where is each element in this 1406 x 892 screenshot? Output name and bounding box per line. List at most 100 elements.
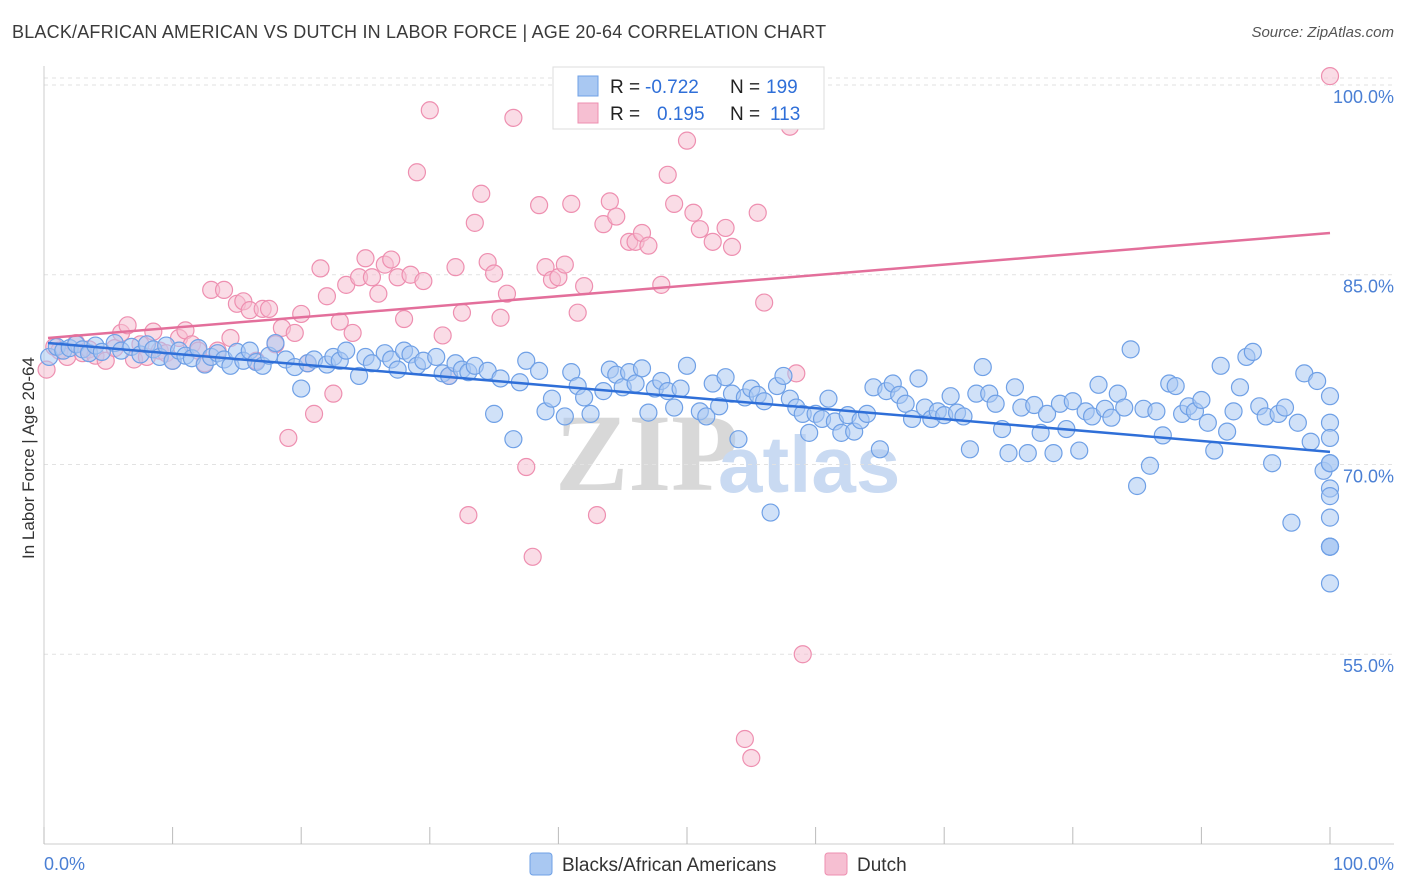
blacks-point-180 <box>1282 513 1301 532</box>
bottom-legend-dutch: Dutch <box>857 855 907 876</box>
x-tick-label-min: 0.0% <box>44 854 85 874</box>
dutch-point-79 <box>568 303 587 322</box>
dutch-point-96 <box>703 232 722 251</box>
legend-r-label-1: R = <box>610 77 640 98</box>
dutch-point-69 <box>497 284 517 303</box>
dutch-point-100 <box>742 748 761 768</box>
dutch-point-36 <box>279 428 298 448</box>
dutch-point-62 <box>452 303 472 322</box>
dutch-point-101 <box>748 203 767 222</box>
dutch-point-59 <box>433 326 452 345</box>
blacks-point-174 <box>1243 342 1262 361</box>
blacks-point-63 <box>504 430 523 449</box>
dutch-point-50 <box>369 284 388 303</box>
dutch-point-73 <box>530 196 549 215</box>
blacks-point-156 <box>1127 476 1147 496</box>
blacks-point-154 <box>1115 398 1134 417</box>
blacks-trend-line <box>47 341 1331 454</box>
dutch-point-89 <box>639 236 658 255</box>
bottom-legend-blacks: Blacks/African Americans <box>562 855 776 876</box>
blacks-point-192 <box>1320 454 1340 473</box>
dutch-point-83 <box>600 192 619 211</box>
blacks-point-169 <box>1211 356 1230 375</box>
legend-n-value-1: 199 <box>766 77 798 98</box>
blacks-point-121 <box>902 409 922 429</box>
blacks-point-197 <box>1320 428 1340 448</box>
dutch-point-108 <box>1320 67 1340 86</box>
blacks-point-186 <box>1320 387 1340 406</box>
legend-n-label-2: N = <box>730 104 760 125</box>
dutch-point-71 <box>517 457 536 477</box>
blacks-point-94 <box>729 430 748 449</box>
blacks-point-48 <box>388 360 407 379</box>
blacks-point-137 <box>1005 378 1025 397</box>
blacks-point-134 <box>986 394 1005 413</box>
dutch-point-91 <box>658 165 677 184</box>
blacks-point-155 <box>1121 340 1140 359</box>
legend-r-label-2: R = <box>610 104 640 125</box>
dutch-point-61 <box>446 258 465 277</box>
blacks-point-66 <box>530 361 549 380</box>
blacks-point-167 <box>1198 413 1217 432</box>
blacks-point-132 <box>973 357 992 377</box>
blacks-point-43 <box>349 366 369 386</box>
axes <box>43 66 1394 845</box>
dutch-point-68 <box>491 308 510 327</box>
legend-r-value-2: 0.195 <box>657 104 705 125</box>
blacks-point-61 <box>485 404 504 423</box>
blacks-point-168 <box>1205 441 1224 460</box>
blacks-point-195 <box>1320 537 1340 556</box>
blacks-point-158 <box>1140 456 1160 475</box>
blacks-point-166 <box>1192 390 1211 410</box>
bottom-legend-swatch-dutch <box>824 852 848 876</box>
blacks-point-179 <box>1275 398 1295 417</box>
blacks-point-127 <box>941 387 960 406</box>
blacks-point-177 <box>1263 454 1282 473</box>
dutch-point-40 <box>304 404 324 423</box>
dutch-point-57 <box>414 271 433 291</box>
dutch-point-97 <box>716 218 735 238</box>
dutch-point-46 <box>343 323 362 343</box>
dutch-point-70 <box>504 108 523 127</box>
blacks-point-188 <box>1320 413 1340 432</box>
blacks-point-36 <box>292 379 311 398</box>
dutch-point-94 <box>684 203 703 222</box>
blacks-point-86 <box>671 379 690 398</box>
legend-r-value-1: -0.722 <box>645 77 699 98</box>
blacks-point-101 <box>774 366 793 386</box>
blacks-point-130 <box>960 440 980 459</box>
blacks-point-143 <box>1044 444 1063 463</box>
blacks-point-91 <box>710 397 729 416</box>
blacks-point-87 <box>677 356 697 375</box>
blacks-point-62 <box>491 369 510 388</box>
dutch-point-77 <box>555 255 574 274</box>
blacks-point-105 <box>800 423 819 442</box>
dutch-point-64 <box>465 213 484 232</box>
blacks-point-147 <box>1070 441 1089 460</box>
blacks-point-79 <box>626 374 645 393</box>
dutch-point-107 <box>793 645 812 664</box>
blacks-point-172 <box>1230 378 1250 397</box>
dutch-point-56 <box>407 163 427 182</box>
series-legend: Blacks/African Americans Dutch <box>529 852 907 876</box>
blacks-point-159 <box>1147 402 1166 421</box>
blacks-point-184 <box>1308 371 1327 391</box>
dutch-point-84 <box>607 207 626 226</box>
blacks-point-122 <box>909 369 928 388</box>
blacks-point-68 <box>542 389 562 408</box>
y-tick-label-3: 100.0% <box>1333 87 1394 107</box>
blacks-point-99 <box>761 503 780 522</box>
blacks-point-142 <box>1037 404 1057 423</box>
dutch-point-58 <box>420 101 439 120</box>
blacks-point-73 <box>581 404 600 423</box>
blacks-point-139 <box>1018 444 1037 463</box>
dutch-point-90 <box>652 275 671 294</box>
dutch-point-95 <box>690 220 709 239</box>
y-tick-label-2: 85.0% <box>1343 277 1394 297</box>
blacks-point-146 <box>1063 392 1082 411</box>
blacks-point-150 <box>1089 375 1108 394</box>
dutch-point-80 <box>575 277 594 296</box>
dutch-point-41 <box>311 259 330 278</box>
y-tick-label-0: 55.0% <box>1343 656 1394 676</box>
